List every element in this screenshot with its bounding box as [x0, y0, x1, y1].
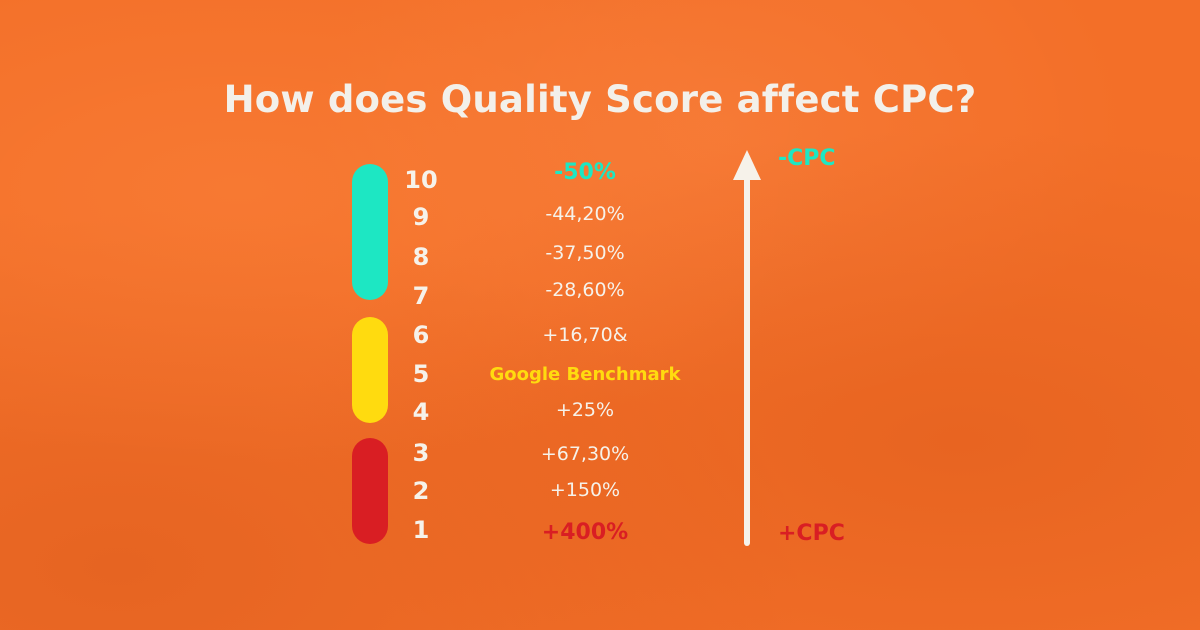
- cpc-change-10: -50%: [554, 160, 616, 185]
- cpc-change-9: -44,20%: [545, 203, 625, 225]
- page-title: How does Quality Score affect CPC?: [223, 78, 977, 121]
- cpc-change-6: +16,70&: [542, 324, 628, 346]
- arrow-shaft: [744, 174, 750, 546]
- arrow-head: [733, 150, 761, 180]
- score-7: 7: [412, 282, 430, 310]
- cpc-change-3: +67,30%: [540, 443, 630, 465]
- cpc-change-1: +400%: [541, 520, 629, 545]
- green-pill: [352, 164, 388, 300]
- up-arrow-icon: [733, 150, 761, 546]
- score-9: 9: [412, 203, 430, 231]
- cpc-change-8: -37,50%: [545, 242, 625, 264]
- axis-bottom-label: +CPC: [778, 521, 845, 546]
- score-3: 3: [412, 439, 430, 467]
- red-pill: [352, 438, 388, 544]
- google-benchmark-label: Google Benchmark: [489, 364, 681, 385]
- cpc-change-2: +150%: [549, 479, 621, 501]
- axis-top-label: -CPC: [778, 146, 836, 171]
- yellow-pill: [352, 317, 388, 423]
- score-4: 4: [412, 398, 430, 426]
- score-1: 1: [412, 516, 430, 544]
- score-2: 2: [412, 477, 430, 505]
- score-8: 8: [412, 243, 430, 271]
- score-10: 10: [404, 166, 438, 194]
- score-5: 5: [412, 360, 430, 388]
- cpc-change-4: +25%: [555, 399, 615, 421]
- score-6: 6: [412, 321, 430, 349]
- cpc-change-7: -28,60%: [545, 279, 625, 301]
